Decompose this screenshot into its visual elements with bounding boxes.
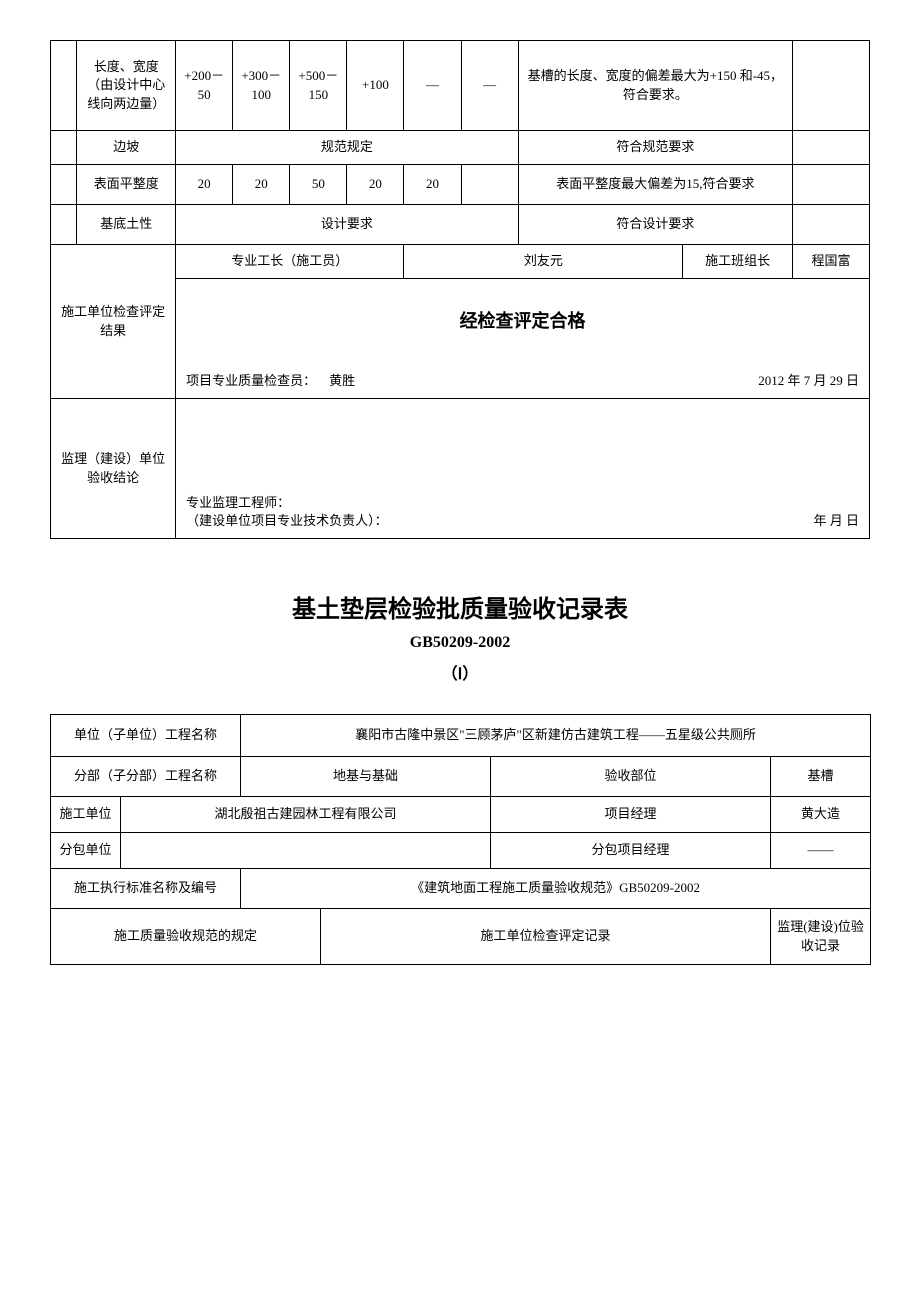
inspection-table-2: 单位（子单位）工程名称 襄阳市古隆中景区"三顾茅庐"区新建仿古建筑工程——五星级… — [50, 714, 871, 965]
check-record-header: 施工单位检查评定记录 — [321, 909, 771, 965]
blank-cell — [793, 165, 870, 205]
idx-cell — [64, 131, 77, 165]
foreman-label: 专业工长（施工员） — [176, 245, 404, 279]
standard-value: 《建筑地面工程施工质量验收规范》GB50209-2002 — [241, 869, 871, 909]
comment-cell: 基槽的长度、宽度的偏差最大为+150 和-45，符合要求。 — [518, 41, 792, 131]
val-cell — [461, 165, 518, 205]
foreman-name: 刘友元 — [404, 245, 683, 279]
main-title: 基土垫层检验批质量验收记录表 — [50, 589, 870, 624]
comment-cell: 表面平整度最大偏差为15,符合要求 — [518, 165, 792, 205]
sub-pm-value: —— — [771, 833, 871, 869]
accept-part-label: 验收部位 — [491, 757, 771, 797]
val-cell: 20 — [347, 165, 404, 205]
idx-cell — [64, 165, 77, 205]
inspection-result-cell: 经检查评定合格 项目专业质量检查员： 黄胜 2012 年 7 月 29 日 — [176, 279, 870, 399]
pm-label: 项目经理 — [491, 797, 771, 833]
val-cell: 50 — [290, 165, 347, 205]
blank-cell — [793, 205, 870, 245]
subproject-label: 分部（子分部）工程名称 — [51, 757, 241, 797]
idx-cell — [51, 165, 64, 205]
inspect-label: 施工单位检查评定结果 — [51, 245, 176, 399]
idx-cell — [51, 205, 64, 245]
table-row: 单位（子单位）工程名称 襄阳市古隆中景区"三顾茅庐"区新建仿古建筑工程——五星级… — [51, 715, 871, 757]
supervise-date: 年 月 日 — [813, 512, 859, 530]
val-cell: — — [461, 41, 518, 131]
spec-header: 施工质量验收规范的规定 — [51, 909, 321, 965]
sub-pm-label: 分包项目经理 — [491, 833, 771, 869]
unit-project-value: 襄阳市古隆中景区"三顾茅庐"区新建仿古建筑工程——五星级公共厕所 — [241, 715, 871, 757]
table-row: 表面平整度 20 20 50 20 20 表面平整度最大偏差为15,符合要求 — [51, 165, 870, 205]
table-row: 分部（子分部）工程名称 地基与基础 验收部位 基槽 — [51, 757, 871, 797]
idx-cell — [64, 41, 77, 131]
val-cell: 20 — [176, 165, 233, 205]
teamleader-label: 施工班组长 — [683, 245, 793, 279]
table-row: 施工执行标准名称及编号 《建筑地面工程施工质量验收规范》GB50209-2002 — [51, 869, 871, 909]
supervise-record-header: 监理(建设)位验收记录 — [771, 909, 871, 965]
subcontract-value — [121, 833, 491, 869]
param-label: 表面平整度 — [77, 165, 176, 205]
span-cell: 规范规定 — [176, 131, 518, 165]
inspection-result-text: 经检查评定合格 — [176, 309, 869, 334]
val-cell: 20 — [404, 165, 461, 205]
title-block: 基土垫层检验批质量验收记录表 GB50209-2002 （Ⅰ） — [50, 589, 870, 684]
idx-cell — [64, 205, 77, 245]
standard-label: 施工执行标准名称及编号 — [51, 869, 241, 909]
construct-unit-value: 湖北殷祖古建园林工程有限公司 — [121, 797, 491, 833]
param-label: 边坡 — [77, 131, 176, 165]
unit-project-label: 单位（子单位）工程名称 — [51, 715, 241, 757]
supervision-row: 监理（建设）单位验收结论 专业监理工程师： （建设单位项目专业技术负责人）： 年… — [51, 399, 870, 539]
val-cell: +200－50 — [176, 41, 233, 131]
inspection-table-1: 长度、宽度（由设计中心线向两边量） +200－50 +300－100 +500－… — [50, 40, 870, 539]
param-label: 基底土性 — [77, 205, 176, 245]
param-label: 长度、宽度（由设计中心线向两边量） — [77, 41, 176, 131]
teamleader-name: 程国富 — [793, 245, 870, 279]
table-row: 分包单位 分包项目经理 —— — [51, 833, 871, 869]
inspector-label: 项目专业质量检查员： — [186, 373, 316, 388]
staff-row: 施工单位检查评定结果 专业工长（施工员） 刘友元 施工班组长 程国富 — [51, 245, 870, 279]
subcontract-label: 分包单位 — [51, 833, 121, 869]
supervise-line1: 专业监理工程师： — [186, 494, 859, 512]
val-cell: +100 — [347, 41, 404, 131]
span-cell: 设计要求 — [176, 205, 518, 245]
inspection-date: 2012 年 7 月 29 日 — [758, 372, 859, 390]
idx-cell — [51, 131, 64, 165]
subproject-value: 地基与基础 — [241, 757, 491, 797]
blank-cell — [793, 41, 870, 131]
idx-cell — [51, 41, 64, 131]
pm-value: 黄大造 — [771, 797, 871, 833]
val-cell: +300－100 — [233, 41, 290, 131]
roman-numeral: （Ⅰ） — [50, 660, 870, 684]
comment-cell: 符合规范要求 — [518, 131, 792, 165]
val-cell: 20 — [233, 165, 290, 205]
construct-unit-label: 施工单位 — [51, 797, 121, 833]
inspector-name: 黄胜 — [329, 373, 355, 388]
table-row: 施工质量验收规范的规定 施工单位检查评定记录 监理(建设)位验收记录 — [51, 909, 871, 965]
supervise-line2: （建设单位项目专业技术负责人）： — [186, 512, 388, 530]
comment-cell: 符合设计要求 — [518, 205, 792, 245]
standard-code: GB50209-2002 — [50, 634, 870, 652]
blank-cell — [793, 131, 870, 165]
val-cell: — — [404, 41, 461, 131]
table-row: 施工单位 湖北殷祖古建园林工程有限公司 项目经理 黄大造 — [51, 797, 871, 833]
supervise-cell: 专业监理工程师： （建设单位项目专业技术负责人）： 年 月 日 — [176, 399, 870, 539]
supervise-label: 监理（建设）单位验收结论 — [51, 399, 176, 539]
val-cell: +500－150 — [290, 41, 347, 131]
accept-part-value: 基槽 — [771, 757, 871, 797]
table-row: 边坡 规范规定 符合规范要求 — [51, 131, 870, 165]
table-row: 基底土性 设计要求 符合设计要求 — [51, 205, 870, 245]
table-row: 长度、宽度（由设计中心线向两边量） +200－50 +300－100 +500－… — [51, 41, 870, 131]
